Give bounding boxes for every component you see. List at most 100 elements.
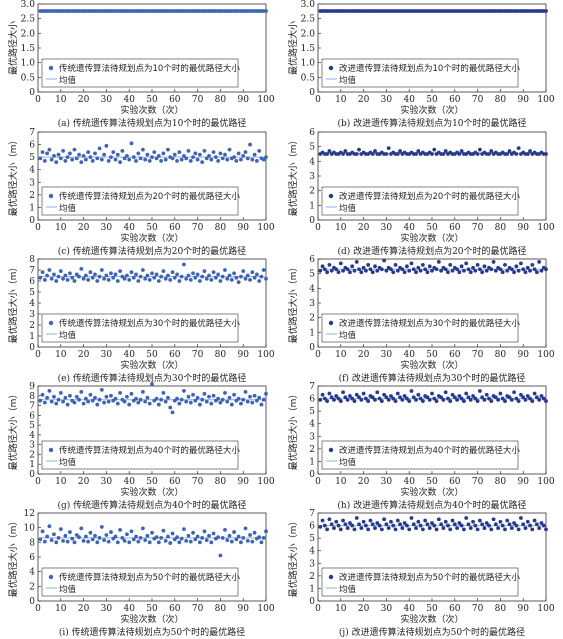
data-point bbox=[432, 147, 437, 152]
data-point bbox=[544, 399, 548, 403]
data-point bbox=[42, 159, 47, 163]
x-axis-label: 实验次数（次） bbox=[120, 104, 183, 116]
data-point bbox=[52, 153, 56, 158]
data-point bbox=[225, 276, 230, 281]
data-point bbox=[459, 396, 464, 401]
data-point bbox=[439, 268, 444, 273]
y-tick-label: 2.0 bbox=[21, 29, 36, 39]
data-point bbox=[264, 391, 268, 396]
y-tick-label: 8 bbox=[29, 538, 35, 548]
data-point bbox=[489, 267, 494, 272]
y-tick-label: 2 bbox=[309, 187, 315, 197]
data-point bbox=[541, 396, 546, 401]
data-point bbox=[352, 268, 357, 273]
data-point bbox=[471, 519, 475, 524]
data-point bbox=[193, 275, 198, 280]
data-point bbox=[95, 402, 100, 407]
data-point bbox=[436, 260, 441, 264]
y-tick-label: 2 bbox=[309, 445, 315, 455]
y-tick-label: 4 bbox=[309, 157, 315, 167]
x-tick-label: 60 bbox=[449, 95, 461, 105]
data-point bbox=[477, 147, 482, 152]
y-tick-label: 2 bbox=[309, 572, 315, 582]
x-tick-label: 60 bbox=[449, 604, 461, 614]
x-tick-label: 100 bbox=[257, 604, 274, 614]
x-tick-label: 50 bbox=[426, 223, 438, 233]
y-axis-label: 最优路径大小 bbox=[7, 21, 19, 75]
data-point bbox=[393, 262, 398, 267]
data-point bbox=[411, 267, 416, 272]
data-point bbox=[40, 270, 45, 275]
data-point bbox=[79, 389, 84, 394]
y-tick-label: 5 bbox=[29, 288, 35, 298]
data-point bbox=[436, 517, 441, 522]
data-point bbox=[99, 268, 104, 272]
x-tick-label: 10 bbox=[55, 604, 67, 614]
data-point bbox=[79, 160, 84, 165]
data-point bbox=[136, 279, 141, 283]
data-point bbox=[186, 533, 191, 538]
data-point bbox=[113, 534, 118, 539]
data-point bbox=[414, 152, 418, 156]
data-point bbox=[56, 536, 61, 540]
data-point bbox=[386, 526, 391, 530]
data-point bbox=[462, 527, 466, 532]
y-tick-label: 5 bbox=[309, 407, 315, 417]
data-point bbox=[77, 397, 81, 402]
data-point bbox=[179, 536, 184, 541]
data-point bbox=[457, 521, 462, 525]
data-point bbox=[509, 526, 514, 530]
data-point bbox=[354, 516, 359, 520]
y-axis-label: 最优路径大小（m） bbox=[7, 263, 19, 344]
data-point bbox=[90, 159, 95, 163]
legend-label-series: 传统遗传算法待规划点为10个时的最优路径大小 bbox=[59, 63, 240, 74]
data-point bbox=[166, 395, 170, 400]
data-point bbox=[159, 159, 164, 163]
data-point bbox=[505, 518, 510, 523]
y-axis-label: 最优路径大小（m） bbox=[287, 136, 299, 217]
data-point bbox=[498, 391, 503, 396]
data-point bbox=[530, 399, 535, 403]
data-point bbox=[243, 389, 248, 394]
data-point bbox=[188, 400, 193, 405]
data-point bbox=[359, 397, 364, 402]
data-point bbox=[179, 397, 184, 402]
data-point bbox=[448, 527, 453, 532]
data-point bbox=[225, 157, 230, 162]
data-point bbox=[147, 540, 152, 545]
x-tick-label: 20 bbox=[78, 477, 90, 487]
data-point bbox=[468, 270, 473, 275]
x-tick-label: 30 bbox=[381, 604, 393, 614]
data-point bbox=[106, 159, 111, 163]
data-point bbox=[188, 159, 193, 163]
data-point bbox=[38, 398, 43, 403]
x-tick-label: 90 bbox=[237, 350, 249, 360]
x-tick-label: 20 bbox=[358, 477, 370, 487]
x-tick-label: 0 bbox=[315, 604, 321, 614]
data-point bbox=[514, 152, 519, 156]
data-point bbox=[373, 149, 377, 153]
data-point bbox=[528, 149, 532, 153]
data-point bbox=[236, 534, 241, 539]
data-point bbox=[145, 533, 150, 538]
data-point bbox=[443, 519, 448, 524]
data-point bbox=[122, 399, 127, 404]
x-tick-label: 20 bbox=[78, 223, 90, 233]
data-point bbox=[519, 261, 523, 266]
data-point bbox=[239, 157, 243, 162]
data-point bbox=[395, 391, 400, 396]
data-point bbox=[400, 526, 405, 530]
data-point bbox=[264, 9, 268, 13]
data-point bbox=[200, 397, 205, 402]
data-point bbox=[154, 156, 159, 161]
data-point bbox=[134, 534, 138, 539]
data-point bbox=[154, 272, 159, 277]
data-point bbox=[252, 530, 257, 535]
data-point bbox=[334, 394, 339, 398]
x-tick-label: 50 bbox=[146, 95, 158, 105]
data-point bbox=[498, 519, 503, 524]
y-tick-label: 2.5 bbox=[301, 15, 316, 25]
data-point bbox=[241, 153, 246, 158]
y-tick-label: 1 bbox=[29, 203, 35, 213]
